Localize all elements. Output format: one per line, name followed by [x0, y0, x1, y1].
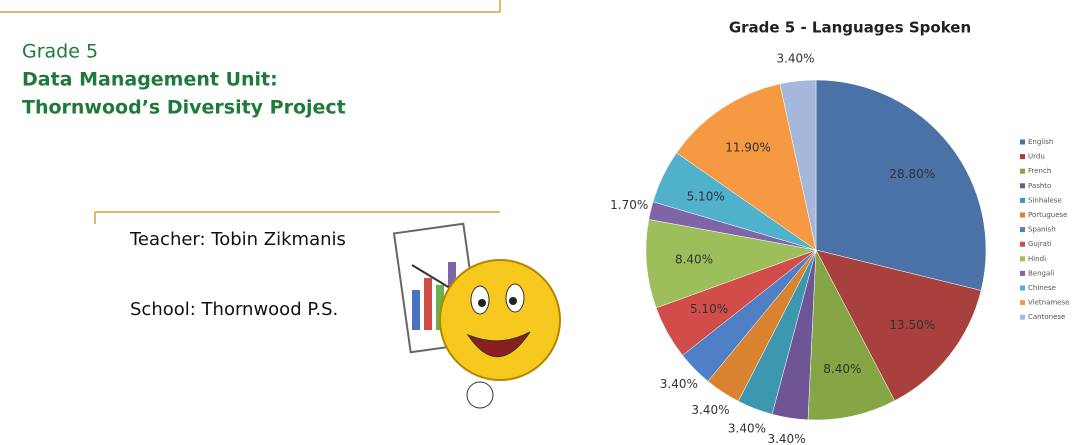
legend-label: Pashto — [1028, 182, 1051, 190]
legend-label: Sinhalese — [1028, 196, 1062, 204]
pie-slice — [807, 249, 896, 421]
data-label: 3.40% — [660, 377, 698, 391]
pie-slice — [645, 219, 817, 309]
legend-label: Portuguese — [1028, 211, 1067, 219]
legend-swatch — [1020, 300, 1025, 306]
data-label: 8.40% — [675, 253, 713, 267]
legend-swatch — [1020, 212, 1025, 218]
legend-swatch — [1020, 227, 1025, 233]
legend-label: Vietnamese — [1028, 299, 1069, 307]
legend-label: Cantonese — [1028, 313, 1065, 321]
legend-label: Bengali — [1028, 269, 1054, 277]
legend-swatch — [1020, 256, 1025, 262]
data-label: 3.40% — [728, 422, 766, 436]
slide-project: Thornwood’s Diversity Project — [22, 97, 346, 119]
legend-swatch — [1020, 139, 1025, 145]
chart-title: Grade 5 - Languages Spoken — [729, 19, 971, 37]
legend-swatch — [1020, 270, 1025, 276]
data-label: 13.50% — [889, 318, 935, 332]
legend-label: Urdu — [1028, 153, 1045, 161]
legend-label: Spanish — [1028, 226, 1056, 234]
legend-swatch — [1020, 183, 1025, 189]
pie-slice — [676, 83, 817, 251]
data-label: 28.80% — [889, 167, 935, 181]
legend-label: Chinese — [1028, 284, 1056, 292]
legend-swatch — [1020, 154, 1025, 160]
legend-label: English — [1028, 138, 1053, 146]
data-label: 11.90% — [725, 141, 771, 155]
data-label: 8.40% — [823, 362, 861, 376]
legend-swatch — [1020, 197, 1025, 203]
legend-swatch — [1020, 285, 1025, 291]
data-label: 3.40% — [691, 403, 729, 417]
legend-swatch — [1020, 241, 1025, 247]
slide-unit: Data Management Unit: — [22, 69, 278, 91]
pie-slice — [815, 79, 987, 291]
data-label: 5.10% — [687, 189, 725, 203]
slide-school: School: Thornwood P.S. — [130, 299, 338, 320]
legend-label: French — [1028, 167, 1051, 175]
legend-swatch — [1020, 168, 1025, 174]
slide-teacher: Teacher: Tobin Zikmanis — [129, 229, 346, 250]
pie-slice — [779, 79, 817, 251]
data-label: 3.40% — [767, 432, 805, 445]
legend-label: Hindi — [1028, 255, 1046, 263]
legend-label: Gujrati — [1028, 240, 1052, 248]
legend-swatch — [1020, 314, 1025, 320]
clip-art — [392, 222, 561, 409]
slide-grade: Grade 5 — [22, 41, 98, 63]
pie-slice — [815, 249, 982, 402]
data-label: 5.10% — [690, 302, 728, 316]
data-label: 3.40% — [776, 52, 814, 66]
data-label: 1.70% — [610, 198, 648, 212]
